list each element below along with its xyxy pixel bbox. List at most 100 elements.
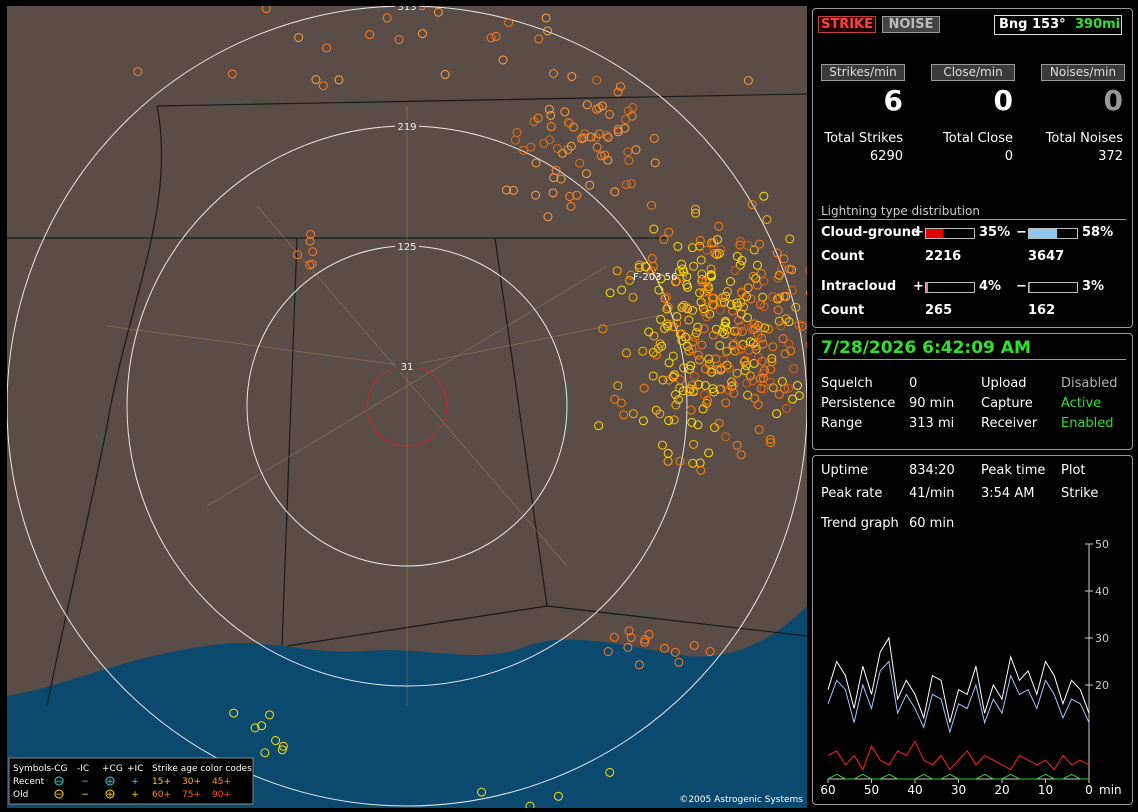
strike-symbol [610,187,620,197]
strike-symbol [560,107,570,117]
strike-symbol [477,787,487,797]
strike-symbol [705,309,715,319]
strike-symbol [621,180,631,190]
strike-symbol [662,304,672,314]
rate-label: Close/min [931,64,1015,81]
strike-symbol [781,314,791,324]
strike-symbol [672,312,682,322]
strike-symbol [780,384,790,394]
legend-age-label: Strike age color codes [152,764,252,774]
strike-symbol [257,721,267,731]
strike-symbol [548,188,558,198]
stat-value: 41/min [909,486,955,501]
strike-symbol [757,333,767,343]
strike-symbol [311,75,321,85]
strike-symbol [732,440,742,450]
strike-symbol [585,180,595,190]
strike-symbol [648,371,658,381]
strike-symbol [736,309,746,319]
strike-button[interactable]: STRIKE [818,16,876,33]
strike-symbol [695,288,705,298]
strike-symbol [655,409,665,419]
x-tick-label: 0 [1085,783,1093,797]
legend-box [8,757,254,805]
stats-panel [812,8,1133,328]
strike-symbol [693,350,703,360]
strike-symbol [760,366,770,376]
rate-label: Noises/min [1041,64,1125,81]
strike-symbol [531,158,541,168]
strike-symbol [655,339,665,349]
strike-symbol [805,341,807,348]
strike-symbol [704,448,714,458]
percent-fill [926,283,928,292]
noise-button[interactable]: NOISE [882,16,940,33]
strike-symbol [322,43,332,53]
strike-symbol [730,265,740,275]
strike-symbol [746,294,756,304]
strike-symbol [702,312,712,322]
strike-symbol [708,330,718,340]
strike-symbol [734,345,744,355]
strike-symbol [277,745,287,755]
strike-symbol [734,315,744,325]
strike-symbol [712,235,722,245]
strike-symbol [440,70,450,80]
strike-symbol [772,248,782,258]
strike-symbol [418,29,428,39]
legend-symbol [105,776,115,786]
setting-label: Persistence [821,396,896,411]
strike-symbol [768,342,778,352]
strike-symbol [682,272,692,282]
legend-symbol: + [106,790,114,800]
strike-symbol [549,69,559,79]
strike-symbol [679,363,689,373]
strike-symbol [696,465,706,475]
trend-panel: 20 30 40 50 60 50 40 30 20 10 0 min [812,455,1133,805]
strike-symbol [773,305,783,315]
stat-label: Peak rate [821,486,883,501]
strike-symbol [687,344,697,354]
sign: − [1016,225,1027,240]
legend-symbol [54,789,64,799]
y-tick-label: 40 [1095,585,1109,598]
strike-symbol [662,292,672,302]
strike-symbol [365,30,375,40]
strike-symbol [677,329,687,339]
strike-symbol [747,200,757,210]
strike-symbol [671,400,681,410]
strike-symbol [690,332,700,342]
strike-symbol [543,26,553,36]
strike-symbol [688,458,698,468]
strike-symbol [623,147,633,157]
strike-symbol [716,363,726,373]
total-value: 6290 [869,149,903,164]
y-tick-label: 20 [1095,679,1109,692]
strike-symbol [722,346,732,356]
strike-symbol [592,142,602,152]
strike-symbol [724,385,734,395]
strike-symbol [626,179,636,189]
rate-value: 6 [883,84,903,117]
legend-symbol-header: +CG [102,764,123,774]
strike-symbol [659,235,669,245]
strike-symbol [675,375,685,385]
x-tick-label: 30 [951,783,966,797]
strike-symbol [664,227,674,237]
strike-symbol [334,75,344,85]
strike-symbol [250,723,260,733]
strike-symbol [433,7,443,17]
strike-symbol [689,385,699,395]
percent-fill [1029,283,1031,292]
strike-symbol [784,317,794,327]
x-axis-label: min [1099,783,1122,797]
count-value: 2216 [925,249,962,264]
strike-symbol [779,254,789,264]
strike-symbol [553,791,563,801]
strike-symbol [693,322,703,332]
strike-symbol [416,6,426,11]
legend-symbol [105,789,115,799]
setting-value: 313 mi [909,416,955,431]
strike-symbol [766,364,776,374]
strike-symbol [687,243,697,253]
